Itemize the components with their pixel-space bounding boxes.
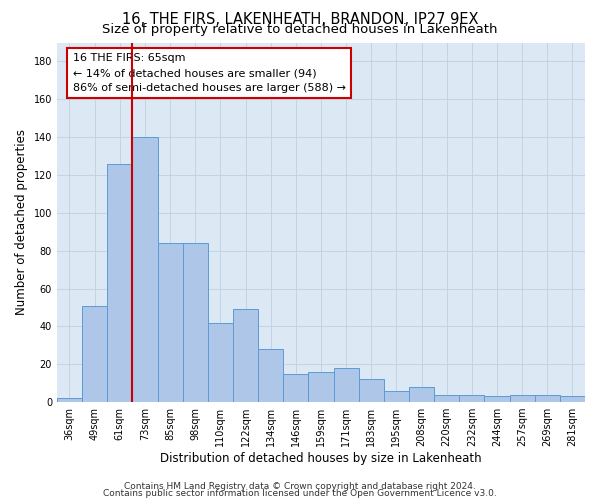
Bar [233, 310, 258, 402]
Bar [434, 394, 459, 402]
X-axis label: Distribution of detached houses by size in Lakenheath: Distribution of detached houses by size … [160, 452, 482, 465]
Bar [57, 398, 82, 402]
Bar [384, 390, 409, 402]
Bar [359, 380, 384, 402]
Bar [409, 387, 434, 402]
Text: Size of property relative to detached houses in Lakenheath: Size of property relative to detached ho… [102, 22, 498, 36]
Bar [484, 396, 509, 402]
Bar [560, 396, 585, 402]
Bar [182, 243, 208, 402]
Bar [308, 372, 334, 402]
Text: 16, THE FIRS, LAKENHEATH, BRANDON, IP27 9EX: 16, THE FIRS, LAKENHEATH, BRANDON, IP27 … [122, 12, 478, 28]
Bar [334, 368, 359, 402]
Text: Contains public sector information licensed under the Open Government Licence v3: Contains public sector information licen… [103, 490, 497, 498]
Bar [133, 137, 158, 402]
Y-axis label: Number of detached properties: Number of detached properties [15, 130, 28, 316]
Bar [158, 243, 182, 402]
Bar [283, 374, 308, 402]
Text: 16 THE FIRS: 65sqm
← 14% of detached houses are smaller (94)
86% of semi-detache: 16 THE FIRS: 65sqm ← 14% of detached hou… [73, 54, 346, 93]
Bar [82, 306, 107, 402]
Bar [535, 394, 560, 402]
Bar [107, 164, 133, 402]
Bar [459, 394, 484, 402]
Text: Contains HM Land Registry data © Crown copyright and database right 2024.: Contains HM Land Registry data © Crown c… [124, 482, 476, 491]
Bar [258, 349, 283, 402]
Bar [509, 394, 535, 402]
Bar [208, 322, 233, 402]
